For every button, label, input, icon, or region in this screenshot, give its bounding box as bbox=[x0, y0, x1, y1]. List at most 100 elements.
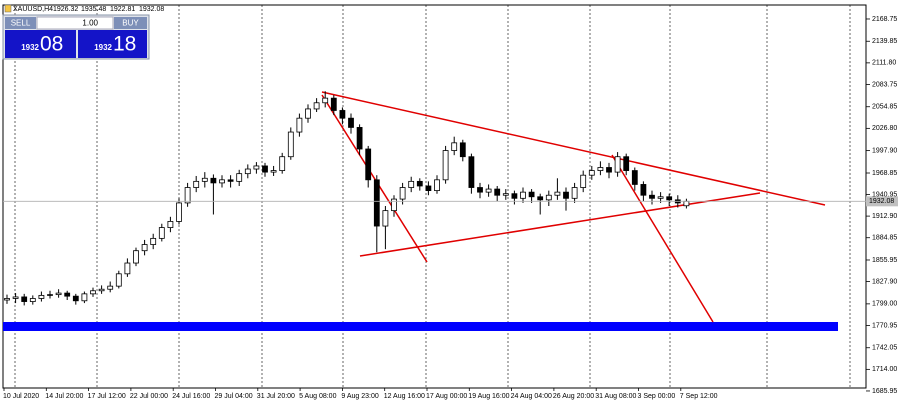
candle-body bbox=[408, 180, 415, 188]
buy-button[interactable] bbox=[114, 17, 147, 29]
x-tick-label: 17 Jul 12:00 bbox=[88, 393, 126, 400]
price-tag-label: 1932.08 bbox=[869, 198, 894, 205]
x-tick-label: 29 Jul 04:00 bbox=[215, 393, 253, 400]
sell-price-small[interactable]: 08 bbox=[40, 33, 63, 56]
y-tick-label: 2054.85 bbox=[872, 104, 897, 111]
y-tick-label: 1714.00 bbox=[872, 366, 897, 373]
candle-body bbox=[382, 210, 389, 227]
candle-body bbox=[365, 148, 372, 181]
candle-body bbox=[193, 180, 200, 188]
candle-body bbox=[416, 180, 423, 187]
x-tick-label: 5 Aug 08:00 bbox=[299, 393, 336, 400]
quote-open: 1926.32 bbox=[53, 6, 78, 13]
y-tick-label: 1770.95 bbox=[872, 322, 897, 329]
candle-body bbox=[322, 97, 329, 104]
candle-body bbox=[649, 194, 655, 199]
candle-body bbox=[425, 185, 432, 192]
candle-body bbox=[21, 296, 28, 302]
sell-price-box[interactable] bbox=[5, 30, 76, 58]
x-tick-label: 17 Aug 00:00 bbox=[426, 393, 467, 400]
candle-body bbox=[270, 170, 277, 173]
lot-input[interactable] bbox=[36, 16, 114, 30]
sell-price-big[interactable]: 1932 bbox=[21, 43, 39, 52]
x-tick-label: 31 Jul 20:00 bbox=[257, 393, 295, 400]
buy-label[interactable]: BUY bbox=[122, 19, 139, 28]
candle-body bbox=[81, 293, 88, 302]
candle-body bbox=[12, 296, 19, 299]
candle-body bbox=[348, 117, 354, 128]
candle-body bbox=[244, 168, 251, 175]
candle-body bbox=[537, 196, 544, 201]
candle-body bbox=[201, 177, 208, 182]
candle-body bbox=[133, 250, 139, 264]
candle-body bbox=[262, 165, 268, 173]
candle-body bbox=[580, 174, 587, 188]
x-tick-label: 24 Aug 04:00 bbox=[511, 393, 552, 400]
candle-body bbox=[4, 298, 10, 301]
candle-body bbox=[545, 194, 552, 201]
y-tick-label: 1827.90 bbox=[872, 278, 897, 285]
candle-body bbox=[167, 221, 174, 228]
x-tick-label: 26 Aug 20:00 bbox=[553, 393, 594, 400]
candle-body bbox=[563, 191, 569, 199]
y-tick-label: 1742.05 bbox=[872, 345, 897, 352]
candle-body bbox=[606, 167, 612, 173]
candle-body bbox=[391, 198, 397, 212]
buy-price-box[interactable] bbox=[78, 30, 147, 58]
candle-body bbox=[219, 179, 225, 184]
candle-body bbox=[158, 227, 165, 239]
price-tag bbox=[866, 196, 898, 207]
y-tick-label: 2139.85 bbox=[872, 38, 897, 45]
candle-body bbox=[683, 200, 690, 207]
candle-body bbox=[451, 142, 458, 151]
quote-high: 1935.48 bbox=[81, 6, 106, 13]
candle-body bbox=[442, 150, 449, 181]
candle-body bbox=[55, 292, 62, 296]
candle-body bbox=[227, 179, 234, 182]
y-tick-label: 2026.80 bbox=[872, 125, 897, 132]
quote-low: 1922.81 bbox=[110, 6, 135, 13]
candle-body bbox=[90, 290, 96, 295]
symbol: XAUUSD,H4 bbox=[13, 6, 53, 13]
candle-body bbox=[176, 202, 182, 222]
candle-body bbox=[330, 97, 337, 111]
y-tick-label: 1685.95 bbox=[872, 388, 897, 395]
x-tick-label: 10 Jul 2020 bbox=[3, 393, 39, 400]
y-tick-label: 1799.00 bbox=[872, 301, 897, 308]
buy-price-big[interactable]: 1932 bbox=[94, 43, 112, 52]
y-tick-label: 1940.95 bbox=[872, 191, 897, 198]
candle-body bbox=[115, 273, 122, 287]
sell-button[interactable] bbox=[5, 17, 36, 29]
candle-body bbox=[253, 165, 260, 170]
lot-value[interactable]: 1.00 bbox=[82, 19, 98, 28]
candles bbox=[4, 91, 690, 306]
candle-body bbox=[296, 117, 303, 133]
y-tick-label: 1884.85 bbox=[872, 235, 897, 242]
candle-body bbox=[399, 187, 406, 200]
candle-body bbox=[38, 294, 45, 299]
candle-body bbox=[640, 184, 647, 196]
candle-body bbox=[236, 173, 243, 182]
candle-body bbox=[64, 292, 71, 297]
candle-body bbox=[614, 156, 621, 173]
buy-price-small[interactable]: 18 bbox=[113, 33, 136, 56]
candle-body bbox=[494, 188, 501, 196]
x-tick-label: 7 Sep 12:00 bbox=[680, 393, 718, 400]
candle-body bbox=[47, 294, 53, 296]
x-tick-label: 19 Aug 16:00 bbox=[468, 393, 509, 400]
candle-body bbox=[287, 131, 294, 158]
candle-body bbox=[631, 170, 638, 185]
candle-body bbox=[485, 188, 492, 193]
y-tick-label: 2168.75 bbox=[872, 16, 897, 23]
candle-body bbox=[571, 187, 578, 199]
candle-body bbox=[623, 156, 630, 171]
sell-label[interactable]: SELL bbox=[11, 19, 31, 28]
candle-body bbox=[356, 127, 363, 150]
x-tick-label: 31 Aug 08:00 bbox=[595, 393, 636, 400]
candle-body bbox=[29, 298, 36, 302]
x-tick-label: 3 Sep 00:00 bbox=[638, 393, 676, 400]
y-tick-label: 1912.90 bbox=[872, 213, 897, 220]
candle-body bbox=[305, 108, 311, 119]
x-tick-label: 22 Jul 00:00 bbox=[130, 393, 168, 400]
